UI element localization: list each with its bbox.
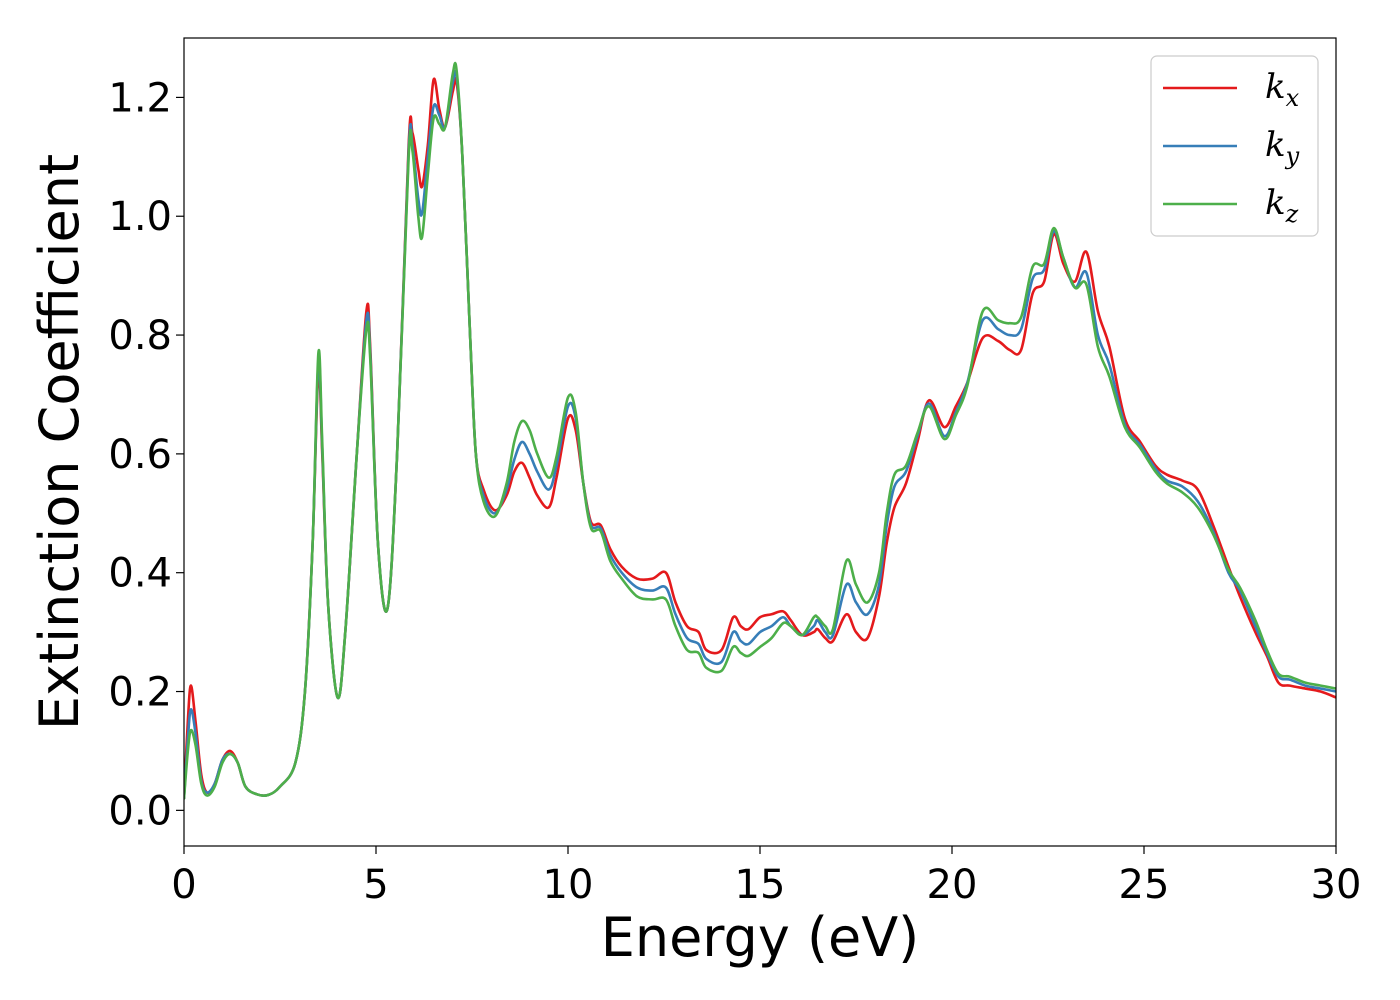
x-tick-label: 15: [735, 862, 786, 908]
y-tick-label: 0.4: [108, 551, 172, 597]
y-tick-label: 1.2: [108, 75, 172, 121]
y-tick-label: 0.2: [108, 670, 172, 716]
x-tick-label: 25: [1119, 862, 1170, 908]
legend-subscript-z: z: [1285, 200, 1299, 228]
y-tick-label: 0.8: [108, 313, 172, 359]
y-tick-label: 0.0: [108, 788, 172, 834]
y-axis-title: Extinction Coefficient: [28, 154, 91, 730]
legend-subscript-y: y: [1285, 142, 1300, 170]
y-axis: 0.0 0.2 0.4 0.6 0.8 1.0 1.2: [108, 75, 184, 834]
x-axis-title: Energy (eV): [601, 906, 920, 969]
x-tick-label: 0: [171, 862, 196, 908]
x-tick-label: 10: [543, 862, 594, 908]
x-tick-label: 30: [1311, 862, 1362, 908]
x-tick-label: 20: [927, 862, 978, 908]
series-layer: [184, 61, 1336, 800]
legend-subscript-x: x: [1286, 84, 1300, 112]
y-tick-label: 0.6: [108, 432, 172, 478]
x-tick-label: 5: [363, 862, 388, 908]
y-tick-label: 1.0: [108, 194, 172, 240]
x-axis: 0 5 10 15 20 25 30: [171, 846, 1361, 908]
series-line-k-z: [184, 61, 1336, 800]
